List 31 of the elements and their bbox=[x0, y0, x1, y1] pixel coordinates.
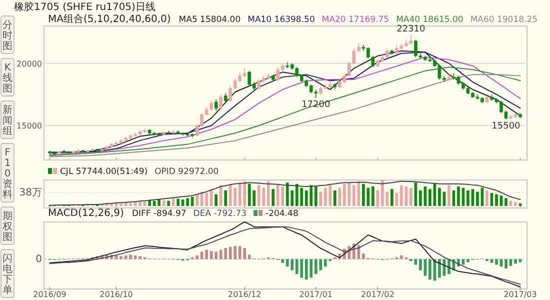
x-tick-label: 2016/09 bbox=[33, 290, 66, 299]
ref-line-label: 38万 bbox=[19, 187, 42, 198]
text: MA10 16398.50 bbox=[248, 15, 315, 25]
text: 期权图 bbox=[2, 210, 12, 243]
annotation: 15500 bbox=[492, 121, 521, 132]
text: MA60 19018.25 bbox=[470, 15, 538, 25]
legend-label: CJL 57744.00(51:49) bbox=[60, 167, 148, 177]
text: 分时图 bbox=[2, 19, 12, 52]
x-tick-label: 2017/01 bbox=[299, 290, 333, 299]
x-tick-label: 2016/10 bbox=[100, 290, 133, 299]
text: MA5 15804.00 bbox=[178, 15, 241, 25]
text: MACD(12,26,9) bbox=[48, 208, 124, 219]
text: MA组合(5,10,20,40,60,0) bbox=[48, 13, 171, 25]
x-tick-label: 2017/02 bbox=[361, 290, 394, 299]
text: 新闻组 bbox=[2, 104, 12, 137]
text: F10资料 bbox=[2, 148, 12, 200]
series-label: OPID 92972.00 bbox=[154, 167, 219, 177]
text: MA40 18615.00 bbox=[396, 15, 464, 25]
chart-title: 橡胶1705 (SHFE ru1705)日线 bbox=[14, 1, 156, 13]
x-tick-label: 2017/03 bbox=[504, 290, 537, 299]
text: DIFF -894.97 bbox=[132, 209, 186, 219]
text: MA20 17169.75 bbox=[322, 15, 390, 25]
text: 闪电下单 bbox=[2, 252, 12, 296]
text: K线图 bbox=[2, 62, 12, 94]
legend-label: -204.48 bbox=[266, 209, 298, 219]
series-label: DEA -792.73 bbox=[193, 209, 247, 219]
ref-line-label: 0 bbox=[36, 254, 42, 266]
annotation: 22310 bbox=[396, 24, 426, 35]
y-tick-label: 20000 bbox=[16, 59, 42, 68]
y-tick-label: 15000 bbox=[16, 122, 42, 131]
x-tick-label: 2016/12 bbox=[228, 290, 262, 299]
